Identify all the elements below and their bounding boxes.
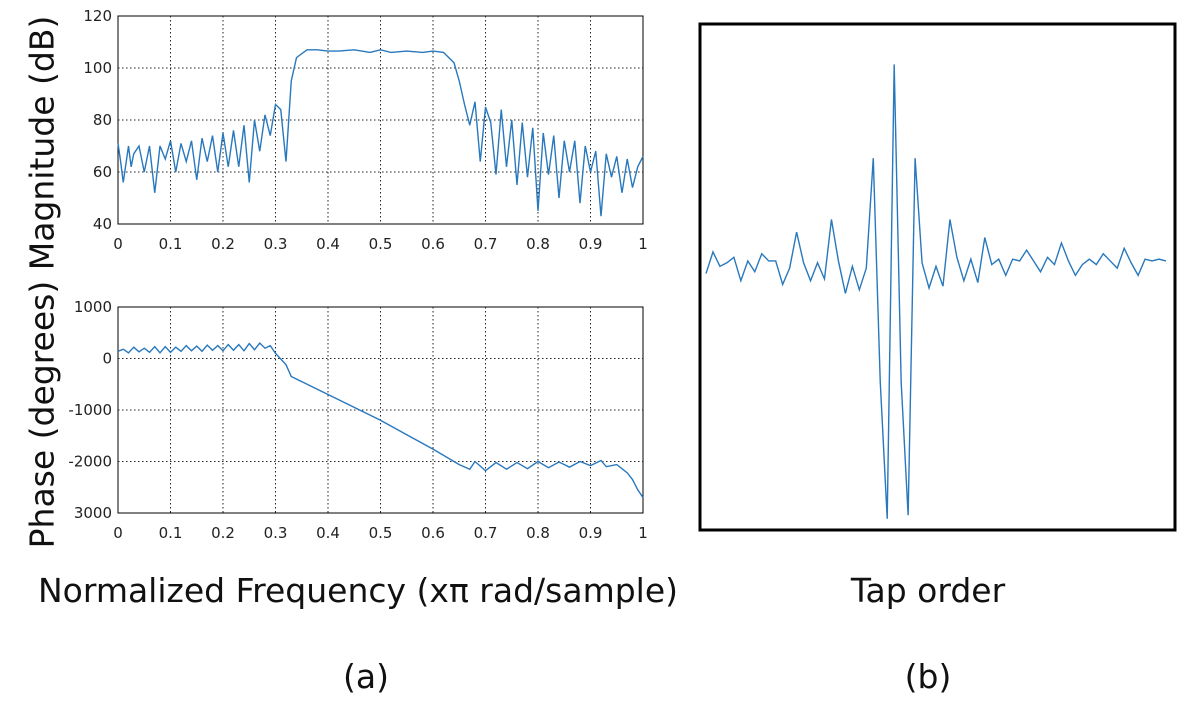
phase-y-tick-label: -1000 <box>68 401 112 419</box>
magnitude-x-tick-label: 0.7 <box>474 235 498 253</box>
phase-x-tick-label: 0.9 <box>579 524 603 542</box>
magnitude-y-tick-label: 100 <box>83 59 112 77</box>
phase-x-tick-label: 0.1 <box>159 524 183 542</box>
magnitude-y-tick-label: 40 <box>93 215 112 233</box>
phase-x-tick-label: 0 <box>113 524 123 542</box>
magnitude-x-tick-label: 0.8 <box>526 235 550 253</box>
magnitude-x-tick-label: 0.6 <box>421 235 445 253</box>
tap-series-line <box>705 64 1167 519</box>
panel-label-a: (a) <box>343 657 389 696</box>
tap-plot-frame <box>698 22 1177 532</box>
phase-x-tick-label: 0.3 <box>264 524 288 542</box>
phase-x-tick-label: 0.6 <box>421 524 445 542</box>
tap-x-axis-label: Tap order <box>850 571 1006 610</box>
magnitude-x-tick-label: 0.4 <box>316 235 340 253</box>
phase-plot: 0 0.1 0.2 0.3 0.4 0.5 0.6 0.7 0.8 0.9 1 1000 0 -1000… <box>68 298 647 542</box>
magnitude-x-tick-label: 1 <box>638 235 648 253</box>
magnitude-x-tick-label: 0.5 <box>369 235 393 253</box>
magnitude-x-tick-label: 0.3 <box>264 235 288 253</box>
phase-y-tick-label: 1000 <box>74 298 112 316</box>
magnitude-y-tick-label: 80 <box>93 111 112 129</box>
phase-x-tick-label: 0.5 <box>369 524 393 542</box>
phase-x-tick-label: 1 <box>638 524 648 542</box>
phase-x-tick-label: 0.2 <box>211 524 235 542</box>
frequency-x-axis-label: Normalized Frequency (xπ rad/sample) <box>38 571 678 610</box>
magnitude-x-tick-label: 0.1 <box>159 235 183 253</box>
magnitude-series-line <box>117 49 644 217</box>
phase-y-tick-label: -2000 <box>68 453 112 471</box>
phase-x-tick-label: 0.8 <box>526 524 550 542</box>
panel-label-b: (b) <box>905 657 952 696</box>
phase-y-tick-label: 0 <box>102 350 112 368</box>
phase-x-tick-label: 0.7 <box>474 524 498 542</box>
phase-x-tick-label: 0.4 <box>316 524 340 542</box>
phase-plot-frame <box>117 306 644 514</box>
magnitude-y-tick-label: 120 <box>83 7 112 25</box>
phase-series-line <box>117 342 644 498</box>
magnitude-x-tick-label: 0 <box>113 235 123 253</box>
tap-plot <box>698 22 1177 532</box>
magnitude-x-tick-label: 0.9 <box>579 235 603 253</box>
shared-y-axis-label: Phase (degrees) Magnitude (dB) <box>23 16 62 549</box>
magnitude-x-tick-label: 0.2 <box>211 235 235 253</box>
phase-y-tick-label: 3000 <box>74 504 112 522</box>
magnitude-y-tick-label: 60 <box>93 163 112 181</box>
magnitude-plot: 0 0.1 0.2 0.3 0.4 0.5 0.6 0.7 0.8 0.9 1 40 60 80 100 1… <box>83 7 647 253</box>
